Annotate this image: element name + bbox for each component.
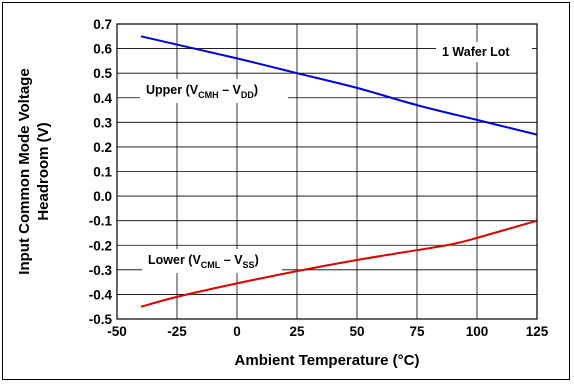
plot-area bbox=[116, 23, 538, 320]
x-tick-label: 125 bbox=[526, 324, 549, 339]
y-tick-label: 0.5 bbox=[93, 66, 112, 81]
series-lines bbox=[140, 35, 538, 308]
y-tick-label: 0.7 bbox=[93, 17, 112, 32]
series-line-upper bbox=[140, 35, 538, 136]
y-tick-label: -0.3 bbox=[89, 263, 113, 278]
y-axis-label: Input Common Mode Voltage Headroom (V) bbox=[16, 68, 52, 274]
y-tick-label: -0.1 bbox=[89, 214, 113, 229]
series-label-upper: Upper (VCMH – VDD) bbox=[146, 83, 258, 100]
grid-lines bbox=[117, 24, 537, 319]
annotation-box bbox=[436, 42, 532, 62]
y-tick-label: 0.4 bbox=[93, 91, 112, 106]
x-tick-label: 50 bbox=[349, 324, 364, 339]
x-tick-label: -50 bbox=[107, 324, 127, 339]
x-tick-label: 100 bbox=[466, 324, 489, 339]
y-tick-label: -0.5 bbox=[89, 312, 113, 327]
series-label-lower: Lower (VCML – VSS) bbox=[148, 253, 259, 270]
x-tick-label: 0 bbox=[233, 324, 241, 339]
y-tick-label: -0.4 bbox=[89, 287, 113, 302]
upper-label-box bbox=[140, 79, 288, 103]
chart-frame bbox=[2, 2, 570, 380]
y-tick-label: 0.2 bbox=[93, 140, 112, 155]
tick-labels: -50 -25 0 25 50 75 100 125 0.7 0.6 0.5 0.4 0.3 0.2 0.1… bbox=[89, 17, 549, 339]
y-tick-label: 0.1 bbox=[93, 165, 112, 180]
series-line-lower bbox=[140, 219, 538, 308]
y-axis-label-line2: Headroom (V) bbox=[35, 122, 52, 220]
annotation-wafer-lot: 1 Wafer Lot bbox=[442, 45, 510, 59]
lower-label-box bbox=[142, 249, 282, 273]
y-tick-label: 0.3 bbox=[93, 115, 112, 130]
x-tick-label: -25 bbox=[167, 324, 187, 339]
y-tick-label: 0.0 bbox=[93, 189, 112, 204]
y-tick-label: 0.6 bbox=[93, 42, 112, 57]
y-axis-label-line1: Input Common Mode Voltage bbox=[16, 68, 33, 274]
x-axis-label: Ambient Temperature (°C) bbox=[235, 352, 420, 369]
x-tick-label: 75 bbox=[409, 324, 425, 339]
y-tick-label: -0.2 bbox=[89, 238, 112, 253]
x-tick-label: 25 bbox=[289, 324, 305, 339]
